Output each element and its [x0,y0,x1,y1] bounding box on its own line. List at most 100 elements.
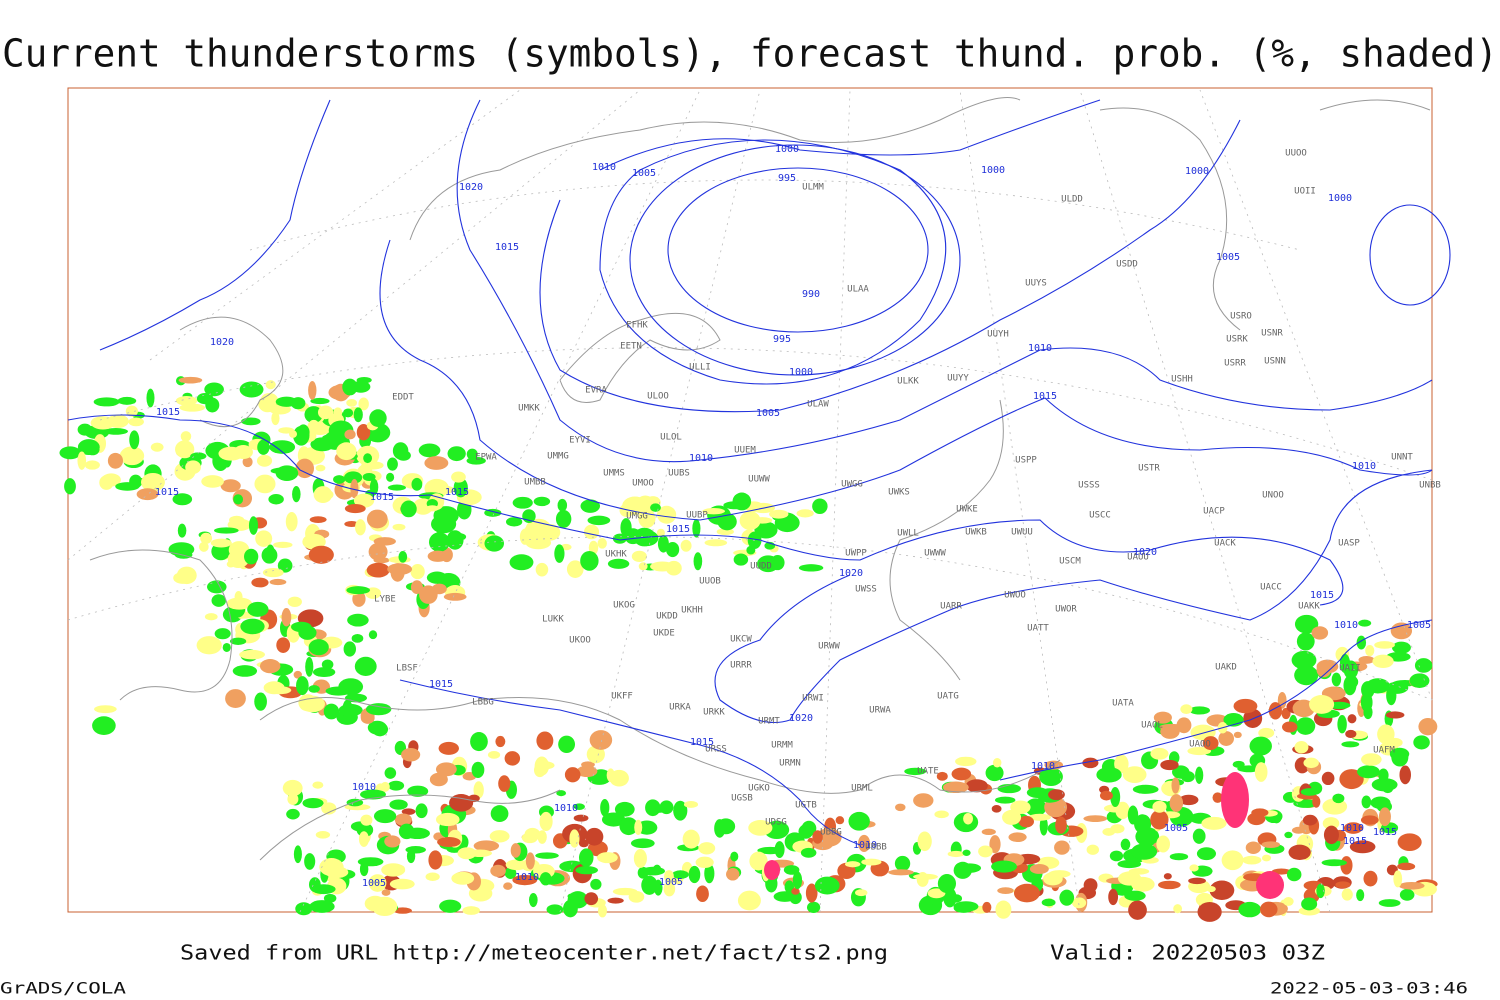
shade-cell [716,818,736,835]
shade-cell [770,555,785,571]
shade-cell [696,885,709,903]
shade-cell [992,757,1002,768]
shade-cell [241,417,261,426]
shade-cell [175,395,198,406]
shade-cell [407,785,429,797]
shade-cell [1370,796,1391,809]
shade-cell [277,558,293,573]
shade-cell [535,852,559,859]
shade-cell [366,509,388,529]
shade-cell [673,800,688,821]
shade-cell [796,509,814,518]
shade-cell [904,767,927,776]
shade-cell [386,472,395,482]
shade-cell [204,613,218,621]
shade-cell [951,767,972,781]
shade-cell [995,900,1012,919]
station-code: UATT [1027,624,1049,634]
shade-cell [748,819,773,836]
shade-cell [1134,814,1152,834]
station-code: UWKE [956,505,978,515]
shade-cell [207,580,227,594]
shade-cell [390,563,405,582]
shade-cell [791,888,800,895]
shade-cell [342,378,358,396]
station-code: ULDD [1061,195,1083,205]
shade-cell [1163,873,1172,880]
shade-cell [282,779,303,797]
shade-cell [136,488,159,501]
shade-cell [1008,832,1027,843]
shade-cell [1025,798,1047,817]
probability-shading [59,376,1438,922]
station-code: URKA [669,703,691,713]
shade-cell [1128,868,1150,875]
shade-cell [353,407,363,423]
timestamp: 2022-05-03-03:46 [1270,979,1468,998]
shade-cell [1192,828,1206,844]
shade-cell [612,533,627,544]
shade-cell [1221,850,1244,871]
shade-cell [1361,795,1372,809]
shade-cell [631,550,647,563]
station-code: LYBE [374,595,396,605]
shade-cell [77,439,100,455]
coastline [889,399,1004,681]
isobar [714,469,1433,724]
isobars [67,99,1451,846]
shade-cell [1358,655,1375,664]
shade-cell [895,803,906,812]
isobar-label: 1015 [1373,827,1397,838]
station-code: UASP [1338,539,1360,549]
shade-cell [473,781,484,799]
shade-cell [666,541,680,558]
shade-cell [1356,889,1365,902]
isobar-label: 1010 [1352,461,1376,472]
shade-cell [1172,765,1190,779]
shade-cell [1010,800,1031,815]
shade-cell [387,457,398,471]
shade-cell [175,440,195,459]
shade-cell [424,456,449,470]
shade-cell [304,406,323,424]
shade-cell [398,551,408,563]
shade-cell [254,692,267,711]
isobar-label: 1010 [1028,343,1052,354]
station-code: EYVI [569,436,591,446]
shade-cell [286,808,300,820]
shade-cell [955,756,977,767]
shade-cell [1059,889,1075,906]
shade-cell [573,814,589,822]
shade-cell [344,429,356,440]
shade-cell [92,716,116,735]
station-code: UWGG [841,480,863,490]
shade-cell [410,580,423,595]
shade-cell [355,519,366,536]
station-code: UARR [940,602,962,612]
shade-cell [232,665,258,677]
shade-cell [556,790,567,797]
shade-cell [814,876,840,895]
shade-cell [1150,747,1169,760]
shade-cell [1028,813,1051,821]
shade-cell [1055,816,1067,834]
shade-cell [363,453,373,464]
shade-cell [1371,778,1398,792]
shade-cell [688,865,701,884]
shade-cell [292,485,301,503]
shade-cell [1132,784,1159,794]
shade-cell [1261,854,1272,862]
shade-cell [663,881,676,897]
shade-cell [269,578,287,586]
shade-cell [1294,665,1319,686]
coastline [1099,107,1241,331]
shade-cell [692,519,701,538]
shade-cell [439,899,462,913]
shade-cell [894,855,911,872]
shade-cell [1372,654,1394,669]
station-code: URML [851,784,873,794]
shade-cell [1115,801,1130,820]
shade-cell [534,756,550,776]
shade-cell [344,471,363,484]
shade-cell [1110,787,1121,807]
